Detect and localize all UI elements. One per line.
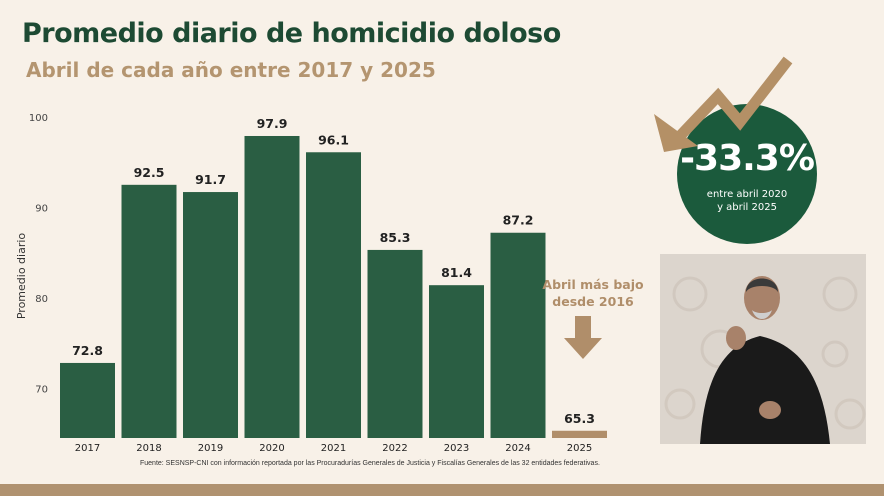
badge-value: -33.3% [680,138,815,179]
bar-value-label: 65.3 [564,411,595,426]
bar-2021 [306,152,361,439]
bar-2022 [367,249,423,438]
bar-2023 [429,285,484,438]
down-arrow-icon [564,316,602,359]
x-tick-label: 2022 [382,443,407,454]
bar-value-label: 96.1 [318,132,349,147]
page-title: Promedio diario de homicidio doloso [22,18,561,49]
bar-value-label: 72.8 [72,343,103,358]
bar-value-label: 91.7 [195,172,226,187]
bar-chart: Promedio diario 70 80 90 100 72.8 2017 92.5 2018… [15,113,607,454]
bar-2017 [60,362,115,438]
y-tick-label: 70 [35,384,48,395]
x-tick-label: 2019 [198,443,223,454]
y-tick-label: 80 [35,294,48,305]
page-subtitle: Abril de cada año entre 2017 y 2025 [26,58,436,82]
x-tick-label: 2021 [321,443,346,454]
annotation-label: Abril más bajo desde 2016 [542,277,644,309]
y-tick-label: 90 [35,203,48,214]
x-tick-label: 2017 [75,443,100,454]
trend-down-arrow-icon [654,56,793,152]
y-axis-label: Promedio diario [15,233,28,320]
source-note: Fuente: SESNSP-CNI con información repor… [140,460,600,467]
badge-subtitle-line2: y abril 2025 [717,202,777,213]
bar-2019 [183,192,238,438]
bottom-bar [0,484,884,496]
sign-language-interpreter-video [660,254,866,444]
change-badge: -33.3% entre abril 2020 y abril 2025 [677,104,817,244]
bar-value-label: 85.3 [380,230,411,245]
bar-2024 [490,232,546,438]
badge-subtitle-line1: entre abril 2020 [706,189,788,200]
y-tick-label: 100 [29,113,48,124]
interpreter-image [660,254,866,444]
bar-2018 [121,184,177,438]
bar-2020 [244,135,300,438]
x-tick-label: 2020 [259,443,284,454]
bar-value-label: 97.9 [257,116,288,131]
x-tick-label: 2025 [567,443,592,454]
x-tick-label: 2024 [505,443,530,454]
badge-subtitle: entre abril 2020 y abril 2025 [677,188,817,214]
bar-value-label: 92.5 [134,165,165,180]
x-tick-label: 2023 [444,443,469,454]
bar-value-label: 87.2 [503,213,534,228]
x-tick-label: 2018 [136,443,161,454]
bar-2025 [552,430,607,438]
bar-value-label: 81.4 [441,265,472,280]
